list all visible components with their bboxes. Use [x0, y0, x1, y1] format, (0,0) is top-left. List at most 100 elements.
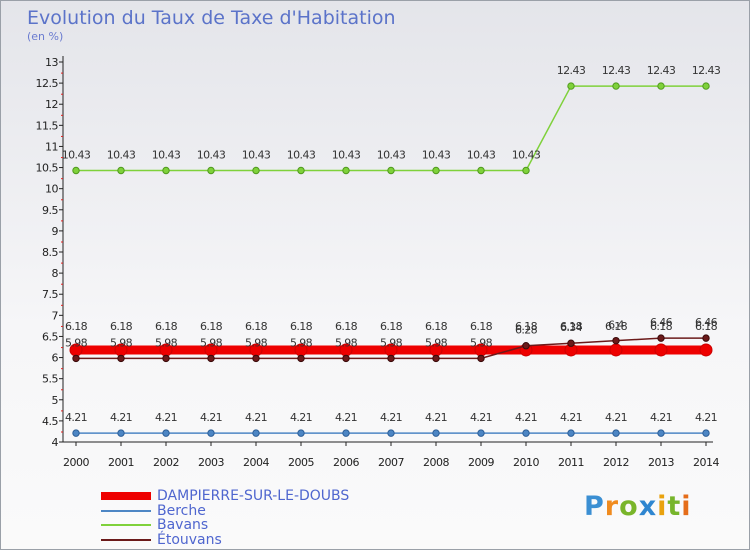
point-etouvans — [477, 354, 485, 363]
point-bavans — [522, 166, 530, 175]
data-label-dampierre: 6.18 — [650, 320, 673, 333]
point-etouvans — [657, 334, 665, 342]
y-tick-label: 10 — [45, 183, 58, 196]
point-berche — [72, 429, 80, 437]
point-etouvans — [72, 354, 80, 363]
data-label-berche: 4.21 — [380, 411, 402, 424]
legend-label-berche: Berche — [157, 503, 206, 519]
data-label-berche: 4.21 — [110, 411, 132, 424]
x-tick-label: 2001 — [108, 456, 134, 469]
legend-item-dampierre: DAMPIERRE-SUR-LE-DOUBS — [101, 488, 349, 504]
point-etouvans — [297, 354, 305, 363]
point-bavans — [657, 82, 665, 90]
data-label-etouvans: 5.98 — [470, 336, 493, 349]
chart-subtitle: (en %) — [27, 30, 64, 43]
x-tick-label: 2014 — [693, 456, 719, 469]
point-bavans — [207, 166, 215, 175]
x-tick-label: 2000 — [63, 456, 89, 469]
data-label-berche: 4.21 — [200, 411, 222, 424]
x-tick-label: 2012 — [603, 456, 629, 469]
data-label-etouvans: 6.46 — [650, 316, 673, 329]
data-label-dampierre: 6.18 — [335, 320, 358, 333]
data-label-dampierre: 6.18 — [470, 320, 493, 333]
point-berche — [522, 429, 530, 437]
legend-label-etouvans: Étouvans — [157, 532, 222, 548]
data-label-berche: 4.21 — [470, 411, 492, 424]
y-tick-label: 6 — [52, 352, 59, 365]
y-tick-label: 11.5 — [36, 119, 59, 132]
point-berche — [477, 429, 485, 437]
y-tick-label: 5.5 — [42, 373, 58, 386]
point-berche — [567, 429, 575, 437]
point-bavans — [117, 166, 125, 175]
point-berche — [387, 429, 395, 437]
point-etouvans — [117, 354, 125, 363]
y-tick-label: 12 — [45, 98, 58, 111]
data-label-bavans: 12.43 — [692, 64, 721, 77]
data-label-dampierre: 6.18 — [65, 320, 88, 333]
point-etouvans — [612, 336, 620, 345]
point-berche — [612, 429, 620, 437]
data-label-berche: 4.21 — [335, 411, 357, 424]
x-tick-label: 2005 — [288, 456, 314, 469]
data-label-etouvans: 5.98 — [110, 336, 133, 349]
data-label-dampierre: 6.18 — [290, 320, 313, 333]
point-dampierre — [654, 343, 668, 357]
data-label-berche: 4.21 — [695, 411, 717, 424]
point-dampierre — [699, 343, 713, 357]
x-tick-label: 2008 — [423, 456, 449, 469]
point-berche — [342, 429, 350, 437]
data-label-dampierre: 6.18 — [380, 320, 403, 333]
data-label-etouvans: 5.98 — [200, 336, 223, 349]
y-tick-label: 8.5 — [42, 246, 58, 259]
y-tick-label: 11 — [45, 140, 58, 153]
point-etouvans — [567, 339, 575, 347]
point-bavans — [387, 166, 395, 175]
data-label-berche: 4.21 — [560, 411, 582, 424]
data-label-bavans: 10.43 — [197, 149, 226, 162]
data-label-etouvans: 5.98 — [425, 336, 448, 349]
data-label-dampierre: 6.18 — [515, 320, 538, 333]
x-tick-label: 2011 — [558, 456, 584, 469]
point-etouvans — [252, 354, 260, 363]
data-label-etouvans: 5.98 — [155, 336, 178, 349]
data-label-etouvans: 5.98 — [335, 336, 358, 349]
legend-item-bavans: Bavans — [101, 517, 208, 533]
data-label-etouvans: 5.98 — [290, 336, 313, 349]
data-label-berche: 4.21 — [650, 411, 672, 424]
x-tick-label: 2013 — [648, 456, 674, 469]
data-label-bavans: 10.43 — [152, 149, 181, 162]
legend-swatch-berche — [101, 510, 151, 512]
data-label-etouvans: 6.34 — [560, 321, 583, 334]
point-berche — [702, 429, 710, 437]
point-etouvans — [702, 334, 710, 342]
legend-label-bavans: Bavans — [157, 517, 209, 533]
data-label-etouvans: 6.4 — [608, 319, 624, 332]
point-bavans — [432, 166, 440, 175]
data-label-dampierre: 6.18 — [425, 320, 448, 333]
data-label-bavans: 10.43 — [242, 149, 271, 162]
point-berche — [432, 429, 440, 437]
point-bavans — [567, 82, 575, 90]
data-label-etouvans: 5.98 — [245, 336, 268, 349]
data-label-bavans: 10.43 — [62, 149, 91, 162]
point-bavans — [162, 166, 170, 175]
point-berche — [252, 429, 260, 437]
y-tick-label: 9 — [52, 225, 59, 238]
y-tick-label: 13 — [45, 56, 58, 69]
point-bavans — [252, 166, 260, 175]
data-label-berche: 4.21 — [605, 411, 627, 424]
proxiti-logo: Proxiti — [584, 491, 692, 522]
data-label-bavans: 10.43 — [467, 149, 496, 162]
point-etouvans — [207, 354, 215, 363]
x-tick-label: 2004 — [243, 456, 269, 469]
data-label-bavans: 10.43 — [332, 149, 361, 162]
data-label-bavans: 12.43 — [602, 64, 631, 77]
x-tick-label: 2007 — [378, 456, 404, 469]
legend-swatch-etouvans — [101, 539, 151, 541]
point-etouvans — [162, 354, 170, 363]
data-label-bavans: 12.43 — [647, 64, 676, 77]
legend-item-berche: Berche — [101, 503, 206, 519]
